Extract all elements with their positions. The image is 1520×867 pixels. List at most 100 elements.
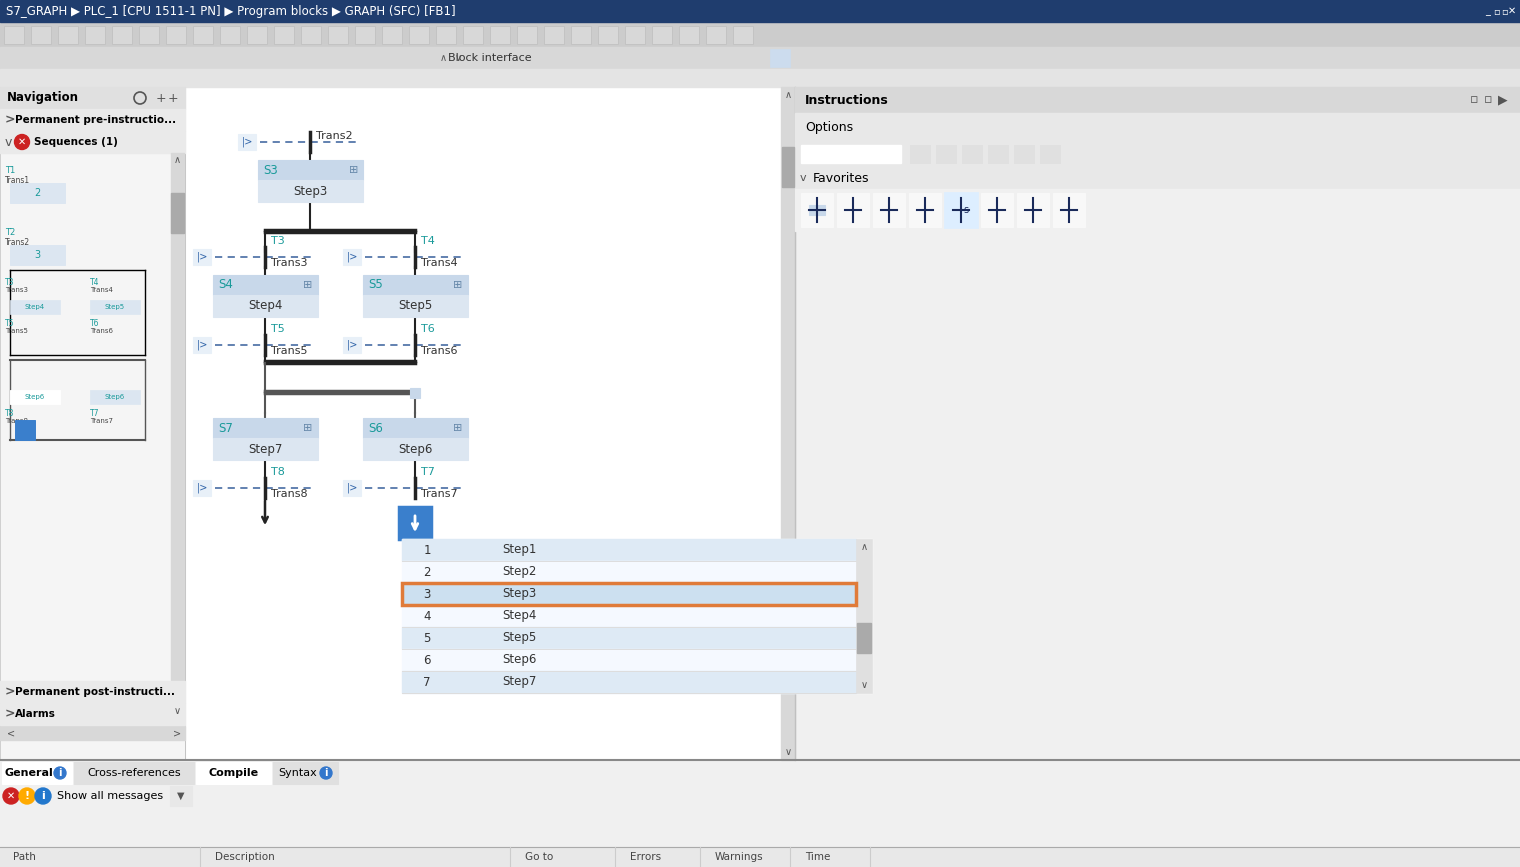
Bar	[166, 26, 185, 44]
Bar	[489, 26, 511, 44]
Bar	[344, 480, 362, 496]
Bar	[910, 145, 930, 163]
Bar	[0, 87, 185, 109]
Bar	[85, 26, 105, 44]
Text: ✕: ✕	[8, 791, 15, 801]
Bar	[625, 26, 644, 44]
Bar	[409, 26, 429, 44]
Text: Sequences (1): Sequences (1)	[33, 137, 119, 147]
Text: 3: 3	[33, 250, 40, 260]
Bar	[401, 583, 856, 605]
Bar	[356, 26, 375, 44]
Bar	[11, 390, 59, 404]
Bar	[362, 418, 468, 438]
Text: _: _	[1485, 6, 1491, 16]
Bar	[795, 113, 1520, 141]
Bar	[909, 193, 941, 227]
Bar	[597, 26, 619, 44]
Bar	[705, 26, 727, 44]
Bar	[962, 145, 982, 163]
Bar	[213, 418, 318, 438]
Text: ▫: ▫	[1484, 94, 1493, 107]
Bar	[517, 26, 537, 44]
Bar	[0, 109, 185, 131]
Text: i: i	[41, 791, 46, 801]
Bar	[301, 26, 321, 44]
Text: ∨: ∨	[173, 706, 181, 716]
Bar	[597, 26, 619, 44]
Text: Step3: Step3	[502, 588, 537, 601]
Bar	[857, 623, 871, 653]
Bar	[193, 26, 213, 44]
Bar	[0, 87, 185, 760]
Text: ∨: ∨	[860, 680, 868, 690]
Text: Compile: Compile	[208, 768, 258, 778]
Text: Trans4: Trans4	[90, 287, 112, 293]
Text: >: >	[5, 686, 15, 699]
Bar	[544, 26, 564, 44]
Text: 4: 4	[423, 610, 430, 623]
Text: 5: 5	[423, 631, 430, 644]
Bar	[410, 388, 420, 398]
Text: Alarms: Alarms	[15, 709, 56, 719]
Text: Step4: Step4	[24, 304, 46, 310]
Bar	[196, 762, 271, 784]
Text: T1: T1	[5, 166, 15, 175]
Text: i: i	[324, 768, 328, 778]
Bar	[382, 26, 401, 44]
Text: S5: S5	[368, 278, 383, 291]
Bar	[771, 49, 790, 67]
Text: ▼: ▼	[178, 791, 185, 801]
Bar	[401, 539, 872, 693]
Text: ∧: ∧	[860, 542, 868, 552]
Bar	[220, 26, 240, 44]
Circle shape	[35, 788, 52, 804]
Bar	[328, 26, 348, 44]
Text: ⊞: ⊞	[304, 423, 313, 433]
Text: Step3: Step3	[293, 185, 327, 198]
Bar	[781, 147, 793, 187]
Text: T5: T5	[5, 319, 15, 328]
Circle shape	[15, 134, 29, 149]
Bar	[856, 539, 872, 693]
Bar	[0, 22, 1520, 47]
Bar	[489, 26, 511, 44]
Text: +: +	[169, 92, 179, 105]
Text: Navigation: Navigation	[8, 92, 79, 105]
Bar	[0, 47, 1520, 69]
Text: s: s	[964, 205, 968, 215]
Text: Trans8: Trans8	[5, 418, 27, 424]
Bar	[401, 649, 856, 671]
Bar	[11, 183, 65, 203]
Text: |>: |>	[347, 483, 357, 493]
Bar	[301, 26, 321, 44]
Text: Step5: Step5	[502, 631, 537, 644]
Text: ∧: ∧	[784, 90, 792, 100]
Bar	[980, 193, 1012, 227]
Bar	[436, 26, 456, 44]
Bar	[170, 153, 184, 718]
Bar	[625, 26, 644, 44]
Bar	[733, 26, 752, 44]
Text: ⊞: ⊞	[453, 280, 464, 290]
Bar	[193, 249, 211, 265]
Text: >: >	[5, 114, 15, 127]
Bar	[382, 26, 401, 44]
Text: ▫: ▫	[1470, 94, 1479, 107]
Bar	[1053, 193, 1085, 227]
Text: Step6: Step6	[24, 394, 46, 400]
Text: S3: S3	[263, 164, 278, 177]
Text: T4: T4	[421, 236, 435, 246]
Bar	[572, 26, 591, 44]
Text: |>: |>	[347, 340, 357, 350]
Bar	[801, 193, 833, 227]
Text: T5: T5	[271, 324, 284, 334]
Bar	[138, 26, 160, 44]
Bar	[795, 87, 1520, 113]
Bar	[401, 583, 856, 605]
Bar	[398, 507, 432, 539]
Text: Trans3: Trans3	[271, 258, 307, 268]
Text: Favorites: Favorites	[813, 172, 869, 185]
Bar	[185, 87, 795, 760]
Text: Step6: Step6	[502, 654, 537, 667]
